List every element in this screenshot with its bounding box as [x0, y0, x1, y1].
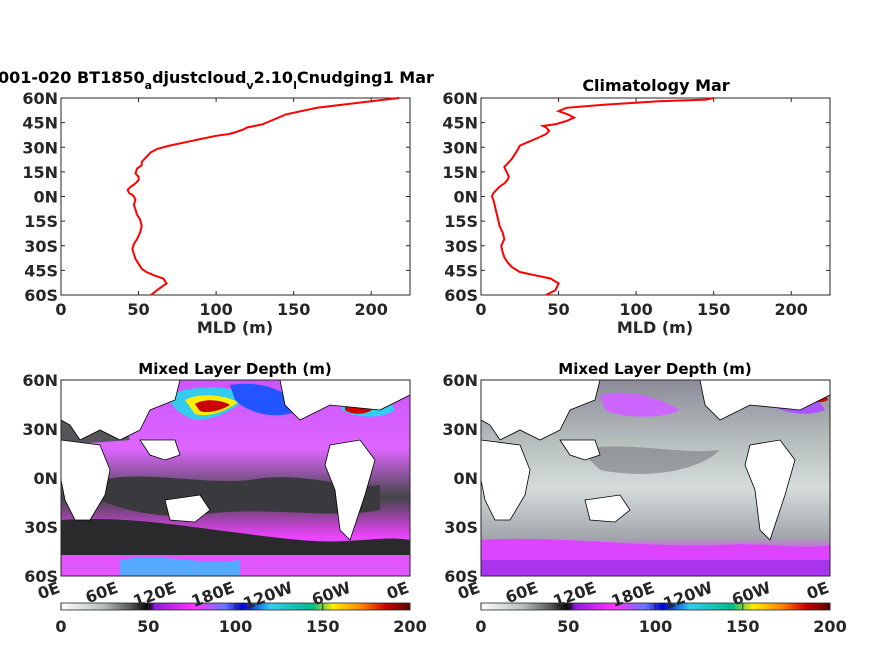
panel1-title: 001-020 BT1850adjustcloudv2.10lCnudging1… [0, 68, 434, 92]
panel4-lat-label: 60S [444, 567, 478, 586]
panel3-lon-label: 0E [384, 578, 411, 603]
panel3-map [61, 380, 410, 576]
panel4-southern-purple [481, 560, 830, 576]
panel4-colorbar-label: 50 [557, 617, 579, 636]
panel4-lat-label: 0N [453, 469, 478, 488]
panel1-title-part3: 2.10 [254, 68, 293, 87]
panel1-xtick-label: 100 [199, 300, 232, 319]
panel4-title: Mixed Layer Depth (m) [558, 360, 751, 378]
panel2-plot [480, 97, 830, 296]
panel4-lat-label: 30S [444, 518, 478, 537]
panel4-lon-label: 0E [804, 578, 831, 603]
panel1-title-part2: djustcloud [152, 68, 246, 87]
panel4-mid-gray [580, 446, 720, 474]
panel1-ytick-label: 30N [22, 138, 58, 157]
panel4-land [481, 380, 830, 541]
panel2-ytick-label: 60S [444, 286, 478, 305]
panel3-kuroshio-red [195, 400, 230, 413]
panel2-axes [480, 97, 831, 296]
panel3-southern-dark-band [61, 519, 410, 555]
panel3-lat-label: 30S [24, 518, 58, 537]
panel2-ytick-label: 30S [444, 237, 478, 256]
panel3-lat-label: 60N [22, 371, 58, 390]
panel2-ytick-label: 0N [453, 188, 478, 207]
panel4-lat-label: 60N [442, 371, 478, 390]
panel3-colorbar-label: 50 [137, 617, 159, 636]
panel1-ytick-label: 15S [24, 212, 58, 231]
panel4-colorbar-label: 100 [639, 617, 672, 636]
panel3-lat-label: 60S [24, 567, 58, 586]
panel1-title-sub2: v [246, 79, 254, 92]
panel1-xtick-label: 0 [55, 300, 66, 319]
panel2-xlabel: MLD (m) [617, 318, 693, 337]
panel2-xtick-label: 200 [775, 300, 808, 319]
panel4-colorbar-label: 0 [475, 617, 486, 636]
panel2-ytick-label: 15N [442, 163, 478, 182]
panel1-mld-line [126, 97, 400, 296]
panel3-axes [60, 379, 411, 577]
panel3-colorbar-label: 150 [306, 617, 339, 636]
panel1-xtick-label: 200 [355, 300, 388, 319]
panel2-ytick-label: 45S [444, 261, 478, 280]
panel2-xtick-label: 50 [547, 300, 569, 319]
panel1-title-part4: Cnudging1 Mar [297, 68, 434, 87]
panel4-axes [480, 379, 831, 577]
panel2-xtick-label: 100 [619, 300, 652, 319]
panel3-land [61, 380, 410, 541]
panel1-axes [60, 97, 411, 296]
panel3-npac-blue [230, 383, 300, 416]
panel2-ytick-label: 60N [442, 89, 478, 108]
panel1-title-sub3: l [293, 79, 297, 92]
panel1-ytick-label: 45S [24, 261, 58, 280]
panel2-xtick-label: 150 [697, 300, 730, 319]
panel2-ytick-label: 15S [444, 212, 478, 231]
panel3-colorbar-label: 0 [55, 617, 66, 636]
panel1-ytick-label: 15N [22, 163, 58, 182]
panel1-ytick-label: 60N [22, 89, 58, 108]
panel4-map [481, 380, 830, 576]
panel3-lat-label: 0N [33, 469, 58, 488]
panel1-ytick-label: 30S [24, 237, 58, 256]
panel2-mld-line [490, 97, 714, 296]
panel1-xtick-label: 50 [127, 300, 149, 319]
panel4-colorbar-label: 150 [726, 617, 759, 636]
panel3-lat-label: 30N [22, 420, 58, 439]
panel2-ytick-label: 45N [442, 114, 478, 133]
panel3-colorbar-label: 200 [393, 617, 426, 636]
panel3-title: Mixed Layer Depth (m) [138, 360, 331, 378]
panel2-xtick-label: 0 [475, 300, 486, 319]
panel1-plot [60, 97, 410, 296]
panel1-ytick-label: 0N [33, 188, 58, 207]
panel1-xlabel: MLD (m) [197, 318, 273, 337]
panel1-ytick-label: 60S [24, 286, 58, 305]
svg-text:001-020 BT1850adjustcloudv2.10: 001-020 BT1850adjustcloudv2.10lCnudging1… [0, 68, 434, 92]
panel2-ytick-label: 30N [442, 138, 478, 157]
panel1-ytick-label: 45N [22, 114, 58, 133]
panel3-southern-blue [120, 557, 240, 576]
panel4-colorbar-label: 200 [813, 617, 846, 636]
panel4-lat-label: 30N [442, 420, 478, 439]
panel4-npac-purple [600, 392, 680, 417]
panel1-xtick-label: 150 [277, 300, 310, 319]
panel1-title-part1: 001-020 BT1850 [0, 68, 145, 87]
panel2-title: Climatology Mar [582, 76, 729, 95]
panel1-title-sub1: a [145, 79, 152, 92]
panel3-colorbar-label: 100 [219, 617, 252, 636]
